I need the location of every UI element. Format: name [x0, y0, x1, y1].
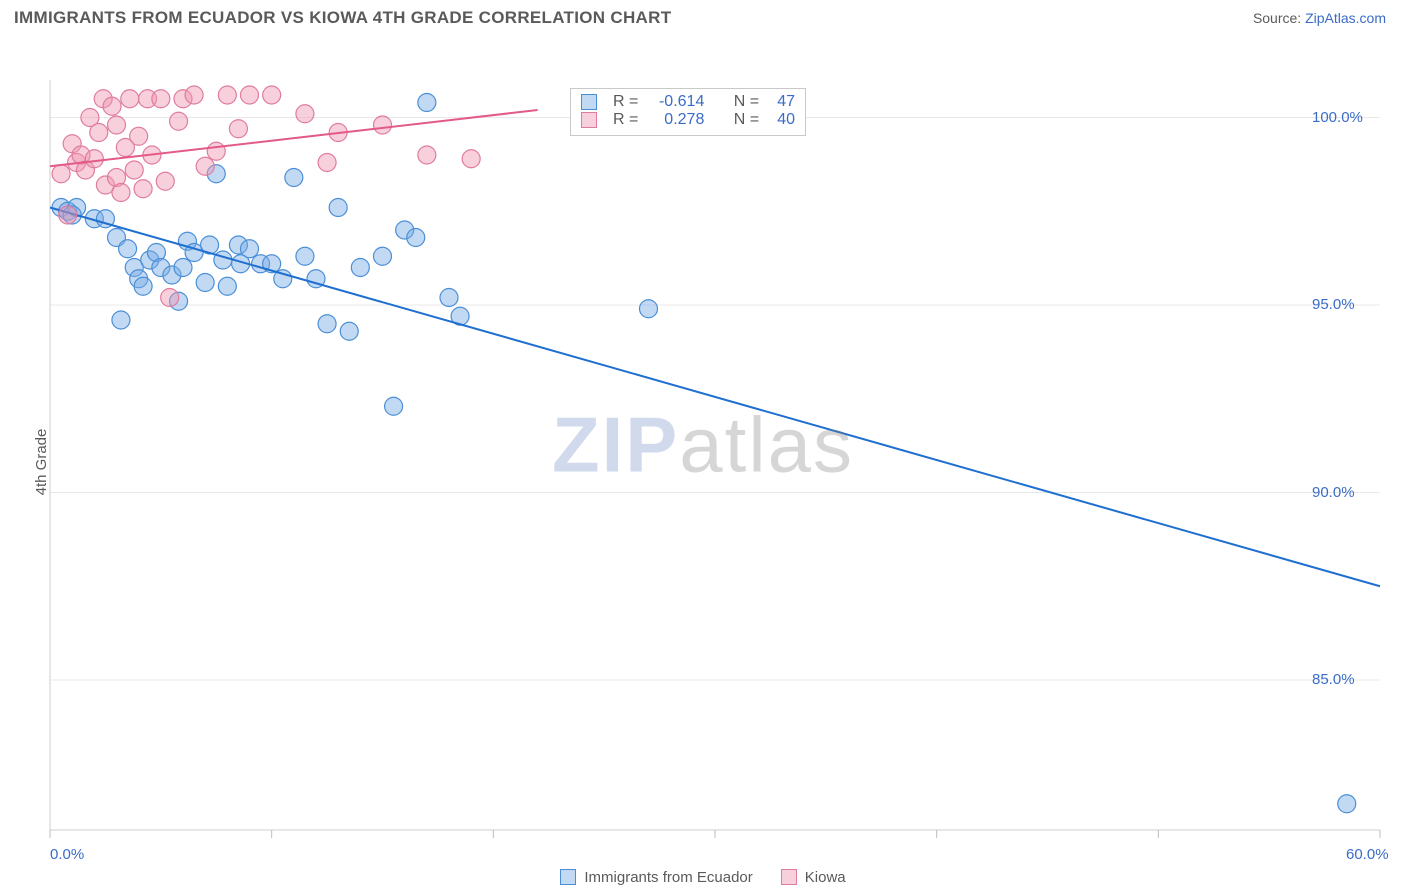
chart-header: IMMIGRANTS FROM ECUADOR VS KIOWA 4TH GRA…	[0, 0, 1406, 32]
source-link[interactable]: ZipAtlas.com	[1305, 10, 1386, 26]
legend-item: Immigrants from Ecuador	[560, 869, 752, 886]
legend-item: Kiowa	[781, 869, 846, 886]
data-point	[385, 397, 403, 415]
data-point	[462, 150, 480, 168]
data-point	[108, 116, 126, 134]
legend-label: Kiowa	[805, 869, 846, 886]
n-label: N =	[734, 111, 759, 129]
data-point	[340, 322, 358, 340]
x-tick-label: 0.0%	[50, 846, 84, 863]
data-point	[170, 112, 188, 130]
data-point	[296, 247, 314, 265]
data-point	[263, 86, 281, 104]
data-point	[374, 247, 392, 265]
data-point	[161, 289, 179, 307]
data-point	[329, 199, 347, 217]
series-swatch	[581, 112, 597, 128]
y-tick-label: 100.0%	[1312, 109, 1363, 126]
legend-swatch	[781, 869, 797, 885]
chart-area: 4th Grade ZIPatlas R =-0.614 N =47R =0.2…	[0, 32, 1406, 892]
source-attribution: Source: ZipAtlas.com	[1253, 10, 1386, 26]
data-point	[90, 124, 108, 142]
data-point	[218, 86, 236, 104]
data-point	[196, 274, 214, 292]
y-tick-label: 95.0%	[1312, 296, 1355, 313]
data-point	[156, 172, 174, 190]
stat-row: R = -0.614 N = 47	[581, 93, 795, 111]
data-point	[196, 157, 214, 175]
data-point	[229, 120, 247, 138]
data-point	[112, 184, 130, 202]
data-point	[112, 311, 130, 329]
r-value: 0.278	[646, 111, 704, 129]
legend-swatch	[560, 869, 576, 885]
correlation-stats-box: R = -0.614 N = 47 R = 0.278 N = 40	[570, 88, 806, 136]
data-point	[640, 300, 658, 318]
data-point	[134, 180, 152, 198]
data-point	[218, 277, 236, 295]
data-point	[134, 277, 152, 295]
data-point	[318, 315, 336, 333]
r-label: R =	[613, 93, 638, 111]
data-point	[318, 154, 336, 172]
stat-row: R = 0.278 N = 40	[581, 111, 795, 129]
n-value: 40	[767, 111, 795, 129]
data-point	[440, 289, 458, 307]
r-value: -0.614	[646, 93, 704, 111]
data-point	[207, 142, 225, 160]
series-legend: Immigrants from Ecuador Kiowa	[0, 869, 1406, 886]
data-point	[59, 206, 77, 224]
data-point	[351, 259, 369, 277]
data-point	[125, 161, 143, 179]
data-point	[418, 94, 436, 112]
scatter-plot-svg	[0, 32, 1406, 862]
data-point	[152, 90, 170, 108]
data-point	[285, 169, 303, 187]
source-prefix: Source:	[1253, 10, 1305, 26]
n-label: N =	[734, 93, 759, 111]
legend-label: Immigrants from Ecuador	[584, 869, 752, 886]
data-point	[85, 150, 103, 168]
data-point	[174, 259, 192, 277]
x-tick-label: 60.0%	[1346, 846, 1389, 863]
data-point	[418, 146, 436, 164]
data-point	[119, 240, 137, 258]
n-value: 47	[767, 93, 795, 111]
data-point	[407, 229, 425, 247]
data-point	[103, 97, 121, 115]
y-tick-label: 85.0%	[1312, 671, 1355, 688]
data-point	[1338, 795, 1356, 813]
series-swatch	[581, 94, 597, 110]
y-tick-label: 90.0%	[1312, 484, 1355, 501]
data-point	[296, 105, 314, 123]
data-point	[214, 251, 232, 269]
r-label: R =	[613, 111, 638, 129]
data-point	[374, 116, 392, 134]
data-point	[121, 90, 139, 108]
y-axis-label: 4th Grade	[33, 429, 50, 496]
data-point	[52, 165, 70, 183]
chart-title: IMMIGRANTS FROM ECUADOR VS KIOWA 4TH GRA…	[14, 8, 671, 28]
data-point	[130, 127, 148, 145]
data-point	[241, 86, 259, 104]
data-point	[241, 240, 259, 258]
data-point	[185, 86, 203, 104]
trend-line	[50, 208, 1380, 587]
